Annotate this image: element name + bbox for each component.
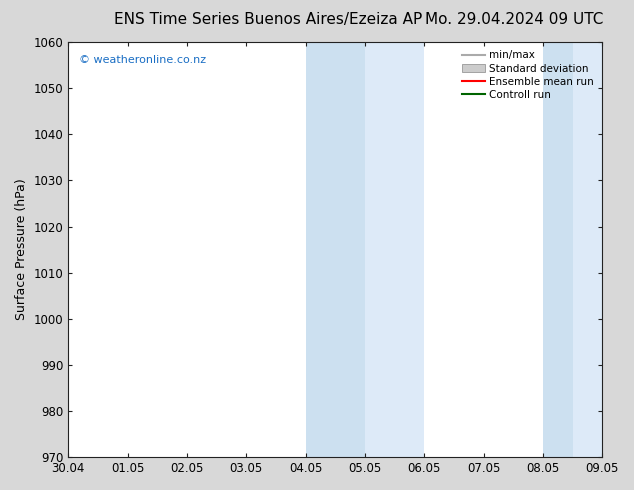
- Y-axis label: Surface Pressure (hPa): Surface Pressure (hPa): [15, 179, 28, 320]
- Bar: [365, 42, 424, 457]
- Text: Mo. 29.04.2024 09 UTC: Mo. 29.04.2024 09 UTC: [425, 12, 603, 27]
- Text: ENS Time Series Buenos Aires/Ezeiza AP: ENS Time Series Buenos Aires/Ezeiza AP: [114, 12, 422, 27]
- Bar: [306, 42, 365, 457]
- Text: © weatheronline.co.nz: © weatheronline.co.nz: [79, 54, 206, 65]
- Bar: [543, 42, 573, 457]
- Legend: min/max, Standard deviation, Ensemble mean run, Controll run: min/max, Standard deviation, Ensemble me…: [459, 47, 597, 103]
- Bar: [573, 42, 602, 457]
